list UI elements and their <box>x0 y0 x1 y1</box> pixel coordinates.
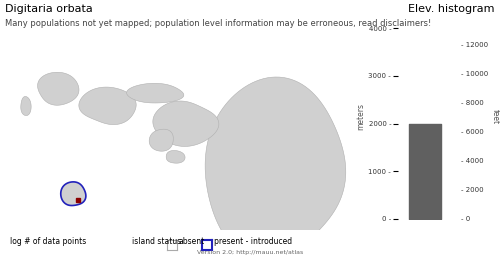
Polygon shape <box>21 97 31 115</box>
Polygon shape <box>166 151 185 163</box>
Polygon shape <box>126 83 184 103</box>
Polygon shape <box>149 129 174 151</box>
Text: present - introduced: present - introduced <box>214 237 292 247</box>
Polygon shape <box>79 87 136 125</box>
Text: Digitaria orbata: Digitaria orbata <box>5 4 93 14</box>
Y-axis label: feet: feet <box>490 109 500 124</box>
Text: Many populations not yet mapped; population level information may be erroneous, : Many populations not yet mapped; populat… <box>5 19 431 28</box>
Text: island status: island status <box>132 237 182 247</box>
Polygon shape <box>60 182 86 206</box>
Polygon shape <box>205 77 346 256</box>
Text: absent: absent <box>178 237 205 247</box>
Polygon shape <box>153 101 219 146</box>
Text: Elev. histogram: Elev. histogram <box>408 4 495 14</box>
Text: log # of data points: log # of data points <box>10 237 86 247</box>
Y-axis label: meters: meters <box>356 103 366 130</box>
Polygon shape <box>38 72 79 105</box>
Text: Version 2.0; http://mauu.net/atlas: Version 2.0; http://mauu.net/atlas <box>197 250 303 255</box>
